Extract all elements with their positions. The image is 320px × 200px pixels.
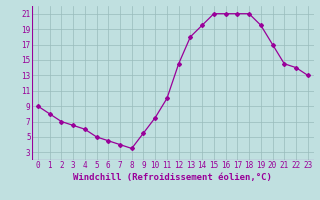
X-axis label: Windchill (Refroidissement éolien,°C): Windchill (Refroidissement éolien,°C): [73, 173, 272, 182]
